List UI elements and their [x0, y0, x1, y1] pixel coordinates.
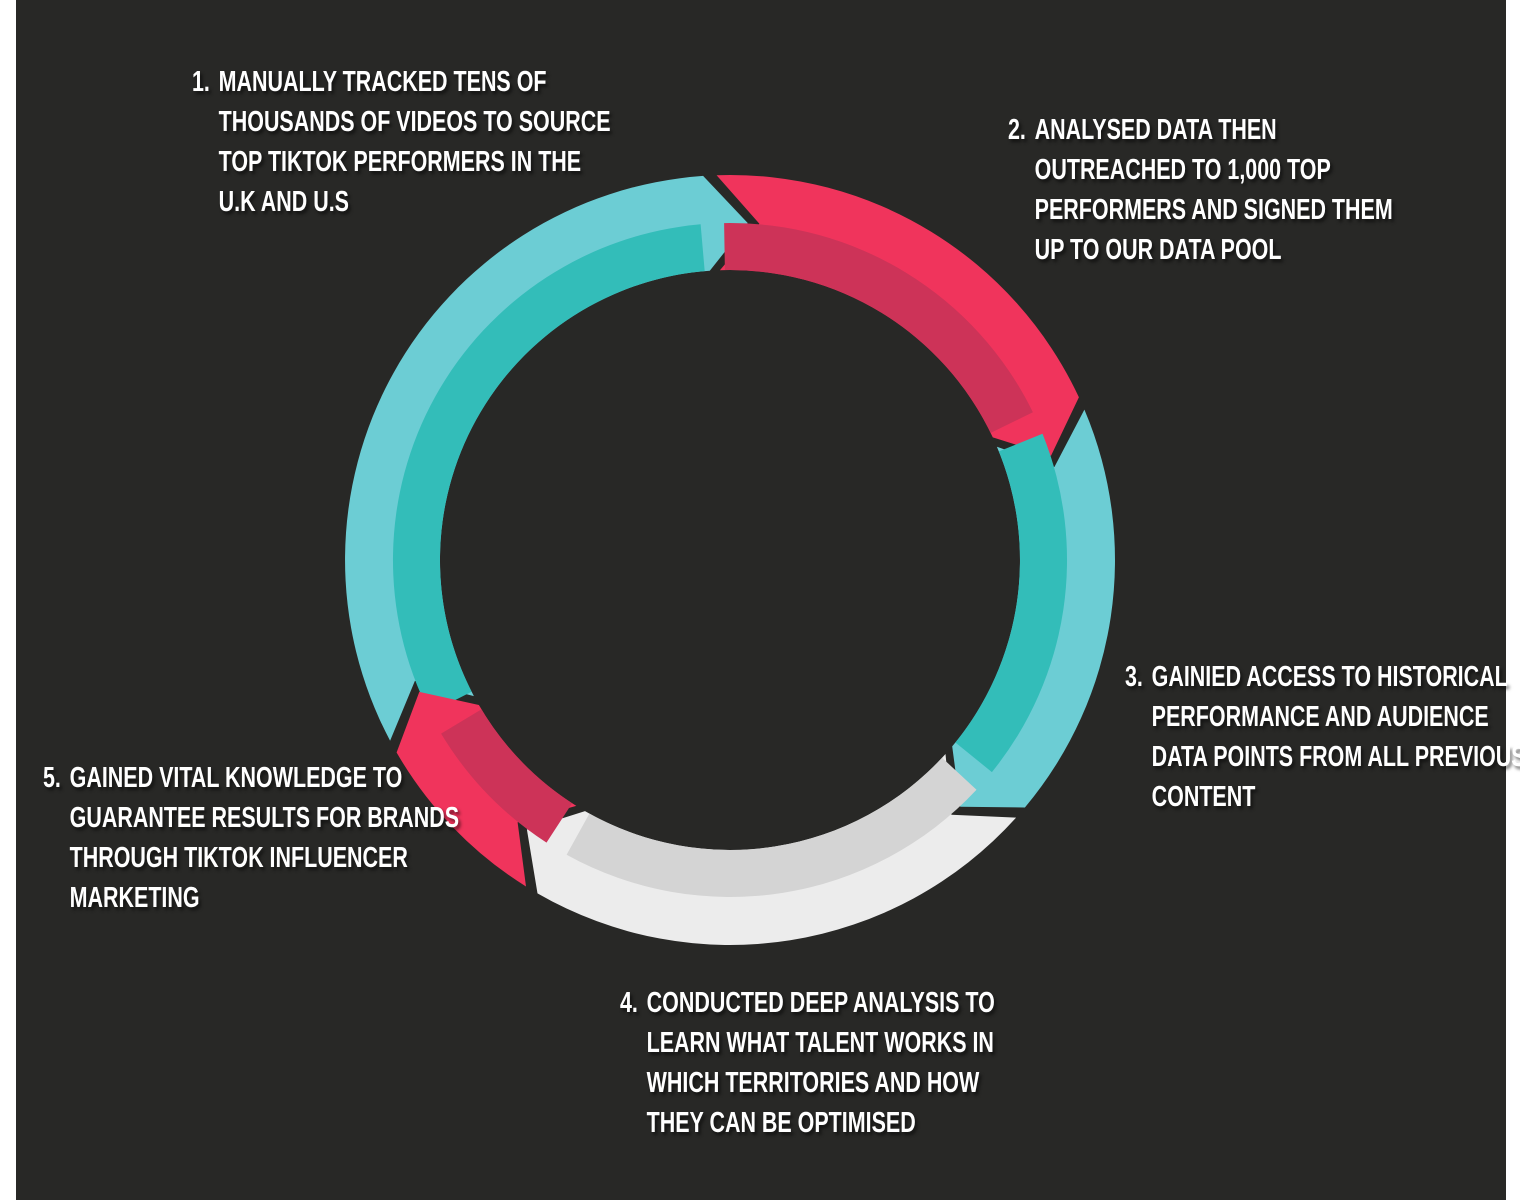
- step-4-line-2: LEARN WHAT TALENT WORKS IN: [646, 1027, 994, 1059]
- segment-5-red: [396, 691, 577, 887]
- segment-4-grey-inner-band: [566, 757, 977, 897]
- step-2-label: 2. ANALYSED DATA THEN OUTREACHED TO 1,000…: [1008, 110, 1393, 270]
- step-1-line-4: U.K AND U.S: [218, 186, 349, 218]
- step-5-line-1: GAINED VITAL KNOWLEDGE TO: [69, 762, 403, 794]
- cycle-ring: [345, 174, 1115, 945]
- step-2-line-2: OUTREACHED TO 1,000 TOP: [1034, 154, 1331, 186]
- step-5-number: 5.: [43, 762, 61, 794]
- step-2-line-3: PERFORMERS AND SIGNED THEM: [1034, 194, 1393, 226]
- step-1-line-2: THOUSANDS OF VIDEOS TO SOURCE: [218, 106, 611, 138]
- step-3-line-4: CONTENT: [1151, 781, 1256, 813]
- step-1-number: 1.: [192, 66, 210, 98]
- step-4-number: 4.: [620, 987, 638, 1019]
- segment-2-red-inner-band: [724, 223, 1033, 433]
- step-1-label: 1. MANUALLY TRACKED TENS OF THOUSANDS OF …: [192, 62, 611, 222]
- segment-3-teal: [952, 409, 1115, 808]
- step-4-line-1: CONDUCTED DEEP ANALYSIS TO: [646, 987, 995, 1019]
- step-4-label: 4. CONDUCTED DEEP ANALYSIS TO LEARN WHAT …: [620, 983, 995, 1143]
- segment-4-grey: [526, 754, 1017, 945]
- segment-3-teal-inner-band: [955, 433, 1068, 773]
- step-3-line-2: PERFORMANCE AND AUDIENCE: [1151, 701, 1489, 733]
- segment-1-teal-outer-band: [345, 175, 748, 741]
- step-3-number: 3.: [1125, 661, 1143, 693]
- step-5-line-4: MARKETING: [69, 882, 200, 914]
- step-2-number: 2.: [1008, 114, 1026, 146]
- segment-5-red-inner-band: [441, 709, 573, 843]
- step-4-line-4: THEY CAN BE OPTIMISED: [646, 1107, 916, 1139]
- step-2-line-1: ANALYSED DATA THEN: [1034, 114, 1277, 146]
- step-5-line-3: THROUGH TIKTOK INFLUENCER: [69, 842, 408, 874]
- step-4-line-3: WHICH TERRITORIES AND HOW: [646, 1067, 980, 1099]
- step-5-label: 5. GAINED VITAL KNOWLEDGE TO GUARANTEE RE…: [43, 758, 459, 918]
- segment-2-red: [716, 174, 1079, 456]
- step-3-line-1: GAINIED ACCESS TO HISTORICAL: [1151, 661, 1508, 693]
- step-5-line-2: GUARANTEE RESULTS FOR BRANDS: [69, 802, 460, 834]
- step-1-line-3: TOP TIKTOK PERFORMERS IN THE: [218, 146, 582, 178]
- step-3-line-3: DATA POINTS FROM ALL PREVIOUS: [1151, 741, 1520, 773]
- step-1-line-1: MANUALLY TRACKED TENS OF: [218, 66, 547, 98]
- step-2-line-4: UP TO OUR DATA POOL: [1034, 234, 1282, 266]
- step-3-label: 3. GAINIED ACCESS TO HISTORICAL PERFORMAN…: [1125, 657, 1520, 817]
- segment-1-teal: [345, 175, 748, 741]
- segment-1-teal-inner-band: [392, 224, 705, 714]
